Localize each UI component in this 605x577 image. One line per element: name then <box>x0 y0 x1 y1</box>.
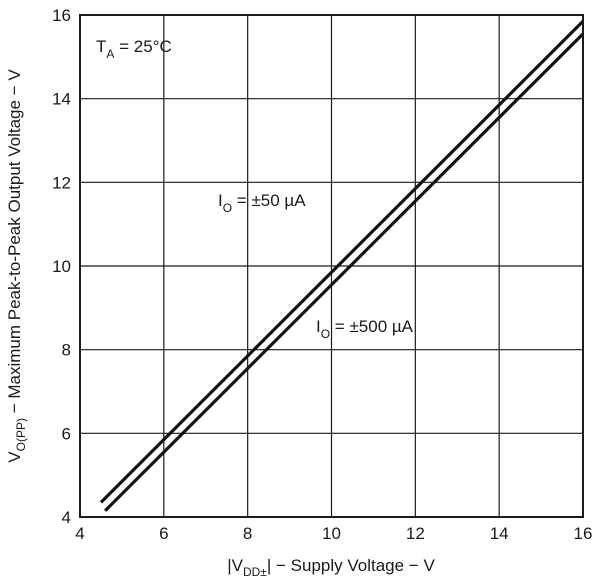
x-tick-label: 16 <box>574 524 593 543</box>
x-tick-label: 10 <box>322 524 341 543</box>
y-tick-labels: 4 6 8 10 12 14 16 <box>52 6 71 527</box>
x-axis-label: |VDD±| − Supply Voltage − V <box>227 556 435 577</box>
y-tick-label: 8 <box>62 341 71 360</box>
x-tick-label: 4 <box>75 524 84 543</box>
y-tick-label: 10 <box>52 257 71 276</box>
y-tick-label: 14 <box>52 90 71 109</box>
x-tick-label: 14 <box>490 524 509 543</box>
y-tick-label: 16 <box>52 6 71 25</box>
grid-lines <box>79 14 584 518</box>
y-tick-label: 6 <box>62 424 71 443</box>
annotation-io-500: IO = ±500 µA <box>316 317 414 341</box>
x-tick-labels: 4 6 8 10 12 14 16 <box>75 524 592 543</box>
series-line-1 <box>99 20 585 504</box>
series-group <box>99 20 585 512</box>
x-tick-label: 12 <box>406 524 425 543</box>
y-tick-label: 4 <box>62 508 71 527</box>
annotation-temperature: TA = 25°C <box>96 37 172 61</box>
x-tick-label: 6 <box>159 524 168 543</box>
series-line-2 <box>104 32 585 512</box>
y-tick-label: 12 <box>52 173 71 192</box>
plot-frame <box>79 14 584 518</box>
y-axis-label: VO(PP) − Maximum Peak-to-Peak Output Vol… <box>5 69 28 463</box>
annotation-io-50: IO = ±50 µA <box>218 191 306 215</box>
x-tick-label: 8 <box>243 524 252 543</box>
